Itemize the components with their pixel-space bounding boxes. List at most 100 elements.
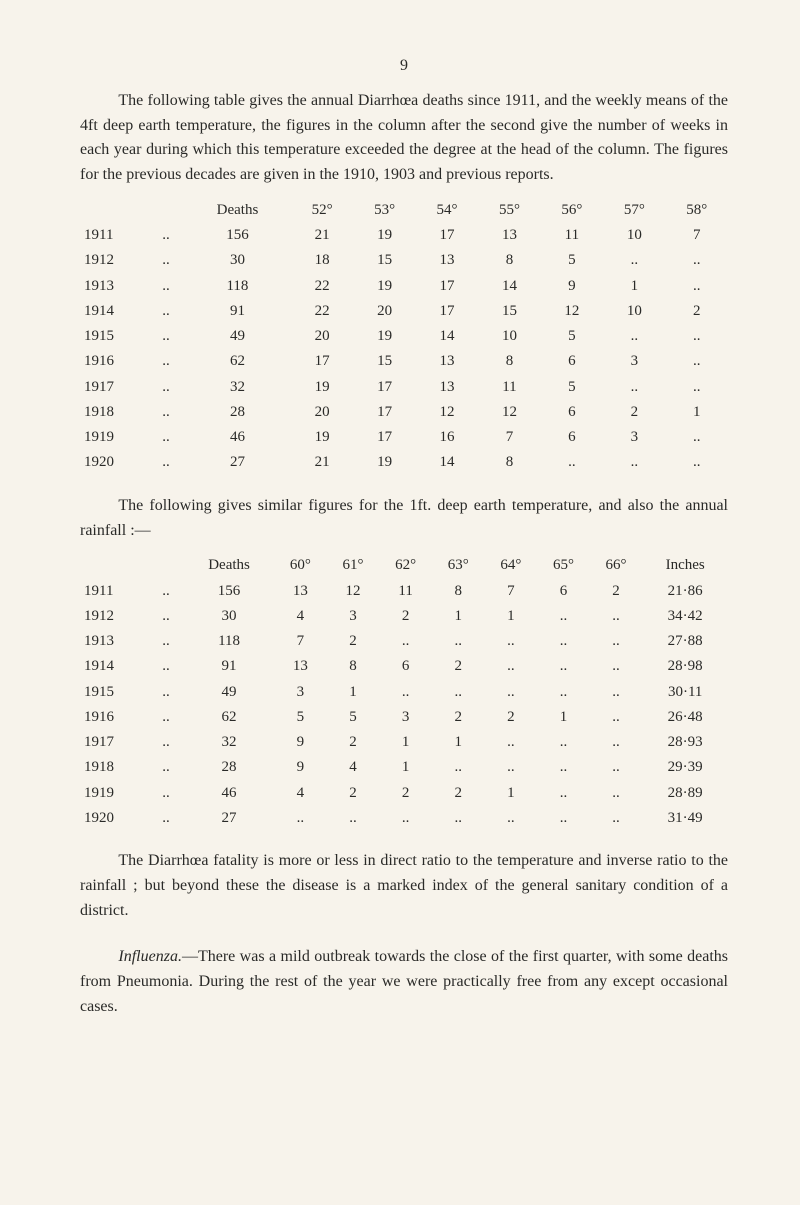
table2-cell: 1 [485, 781, 538, 806]
table2-cell: .. [590, 781, 643, 806]
table1-cell: 17 [291, 349, 353, 374]
table1-cell: 20 [291, 400, 353, 425]
table2-cell: 4 [274, 604, 327, 629]
table1-cell: 7 [666, 223, 728, 248]
table2-cell: .. [432, 806, 485, 831]
table-60-66: Deaths60°61°62°63°64°65°66°Inches 1911..… [80, 553, 728, 831]
table1-cell: 118 [184, 274, 291, 299]
table1-cell: .. [603, 248, 665, 273]
table2-cell: .. [327, 806, 380, 831]
table2-cell: 6 [537, 579, 590, 604]
table2-col-9: 66° [590, 553, 643, 578]
table2-cell: 2 [379, 604, 432, 629]
table2-cell: .. [537, 755, 590, 780]
table1-cell: 18 [291, 248, 353, 273]
table2-cell: 2 [485, 705, 538, 730]
table2-cell: 4 [327, 755, 380, 780]
table2-cell: .. [590, 730, 643, 755]
table1-cell: 14 [416, 324, 478, 349]
table2-cell: 3 [379, 705, 432, 730]
table1-cell: 19 [353, 223, 415, 248]
table1-cell: 1914 [80, 299, 148, 324]
table1-cell: 15 [353, 248, 415, 273]
table2-cell: .. [432, 629, 485, 654]
table2-cell: 21·86 [642, 579, 728, 604]
table1-cell: 91 [184, 299, 291, 324]
table2-cell: .. [537, 604, 590, 629]
table-row: 1918..2820171212621 [80, 400, 728, 425]
page-number: 9 [80, 54, 728, 79]
table1-cell: .. [666, 425, 728, 450]
table1-cell: .. [148, 450, 184, 475]
table-row: 1915..49201914105.... [80, 324, 728, 349]
table2-cell: 6 [379, 654, 432, 679]
table1-cell: 62 [184, 349, 291, 374]
table2-cell: 12 [327, 579, 380, 604]
table1-cell: 1 [603, 274, 665, 299]
table-row: 1917..329211......28·93 [80, 730, 728, 755]
table2-cell: .. [590, 705, 643, 730]
table1-cell: 22 [291, 299, 353, 324]
table1-col-2: Deaths [184, 198, 291, 223]
table1-cell: 11 [541, 223, 603, 248]
table1-cell: 13 [416, 248, 478, 273]
table1-cell: 20 [291, 324, 353, 349]
table2-col-4: 61° [327, 553, 380, 578]
table1-cell: .. [603, 450, 665, 475]
table2-cell: 7 [485, 579, 538, 604]
table1-cell: 14 [478, 274, 540, 299]
table1-cell: 5 [541, 375, 603, 400]
table-row: 1913..11872..........27·88 [80, 629, 728, 654]
table2-cell: .. [537, 680, 590, 705]
table2-cell: .. [379, 680, 432, 705]
table1-cell: .. [148, 274, 184, 299]
table2-cell: 1 [327, 680, 380, 705]
table2-cell: .. [148, 730, 184, 755]
table-row: 1913..1182219171491.. [80, 274, 728, 299]
table2-cell: .. [432, 755, 485, 780]
table2-cell: 30·11 [642, 680, 728, 705]
table1-cell: .. [666, 450, 728, 475]
table2-cell: 8 [327, 654, 380, 679]
table-row: 1915..4931..........30·11 [80, 680, 728, 705]
table-row: 1914..9113862......28·98 [80, 654, 728, 679]
table1-cell: 12 [478, 400, 540, 425]
table1-cell: 6 [541, 400, 603, 425]
table2-cell: 2 [590, 579, 643, 604]
table1-cell: 13 [478, 223, 540, 248]
table1-cell: 13 [416, 375, 478, 400]
table2-cell: 2 [327, 730, 380, 755]
table-row: 1919..4642221....28·89 [80, 781, 728, 806]
table1-cell: 6 [541, 425, 603, 450]
table2-cell: .. [485, 755, 538, 780]
table1-cell: 46 [184, 425, 291, 450]
table1-cell: 17 [416, 274, 478, 299]
table1-col-3: 52° [291, 198, 353, 223]
table-row: 1912..3018151385.... [80, 248, 728, 273]
table1-col-4: 53° [353, 198, 415, 223]
table1-cell: 17 [416, 223, 478, 248]
table2-cell: 1917 [80, 730, 148, 755]
table2-cell: 1914 [80, 654, 148, 679]
table-row: 1914..912220171512102 [80, 299, 728, 324]
table2-cell: 26·48 [642, 705, 728, 730]
table2-cell: 28·89 [642, 781, 728, 806]
table-row: 1920..27..............31·49 [80, 806, 728, 831]
table2-col-2: Deaths [184, 553, 274, 578]
table2-cell: 1 [485, 604, 538, 629]
table1-cell: .. [148, 248, 184, 273]
influenza-heading: Influenza. [118, 948, 182, 965]
table2-cell: .. [274, 806, 327, 831]
table1-col-1 [148, 198, 184, 223]
table2-col-3: 60° [274, 553, 327, 578]
table-row: 1920..272119148...... [80, 450, 728, 475]
table2-cell: 2 [327, 781, 380, 806]
table2-cell: 1915 [80, 680, 148, 705]
table2-cell: 1916 [80, 705, 148, 730]
table2-cell: 7 [274, 629, 327, 654]
table2-cell: .. [537, 730, 590, 755]
table2-cell: 28·98 [642, 654, 728, 679]
table1-cell: 1920 [80, 450, 148, 475]
table2-cell: 3 [274, 680, 327, 705]
table2-cell: .. [485, 629, 538, 654]
